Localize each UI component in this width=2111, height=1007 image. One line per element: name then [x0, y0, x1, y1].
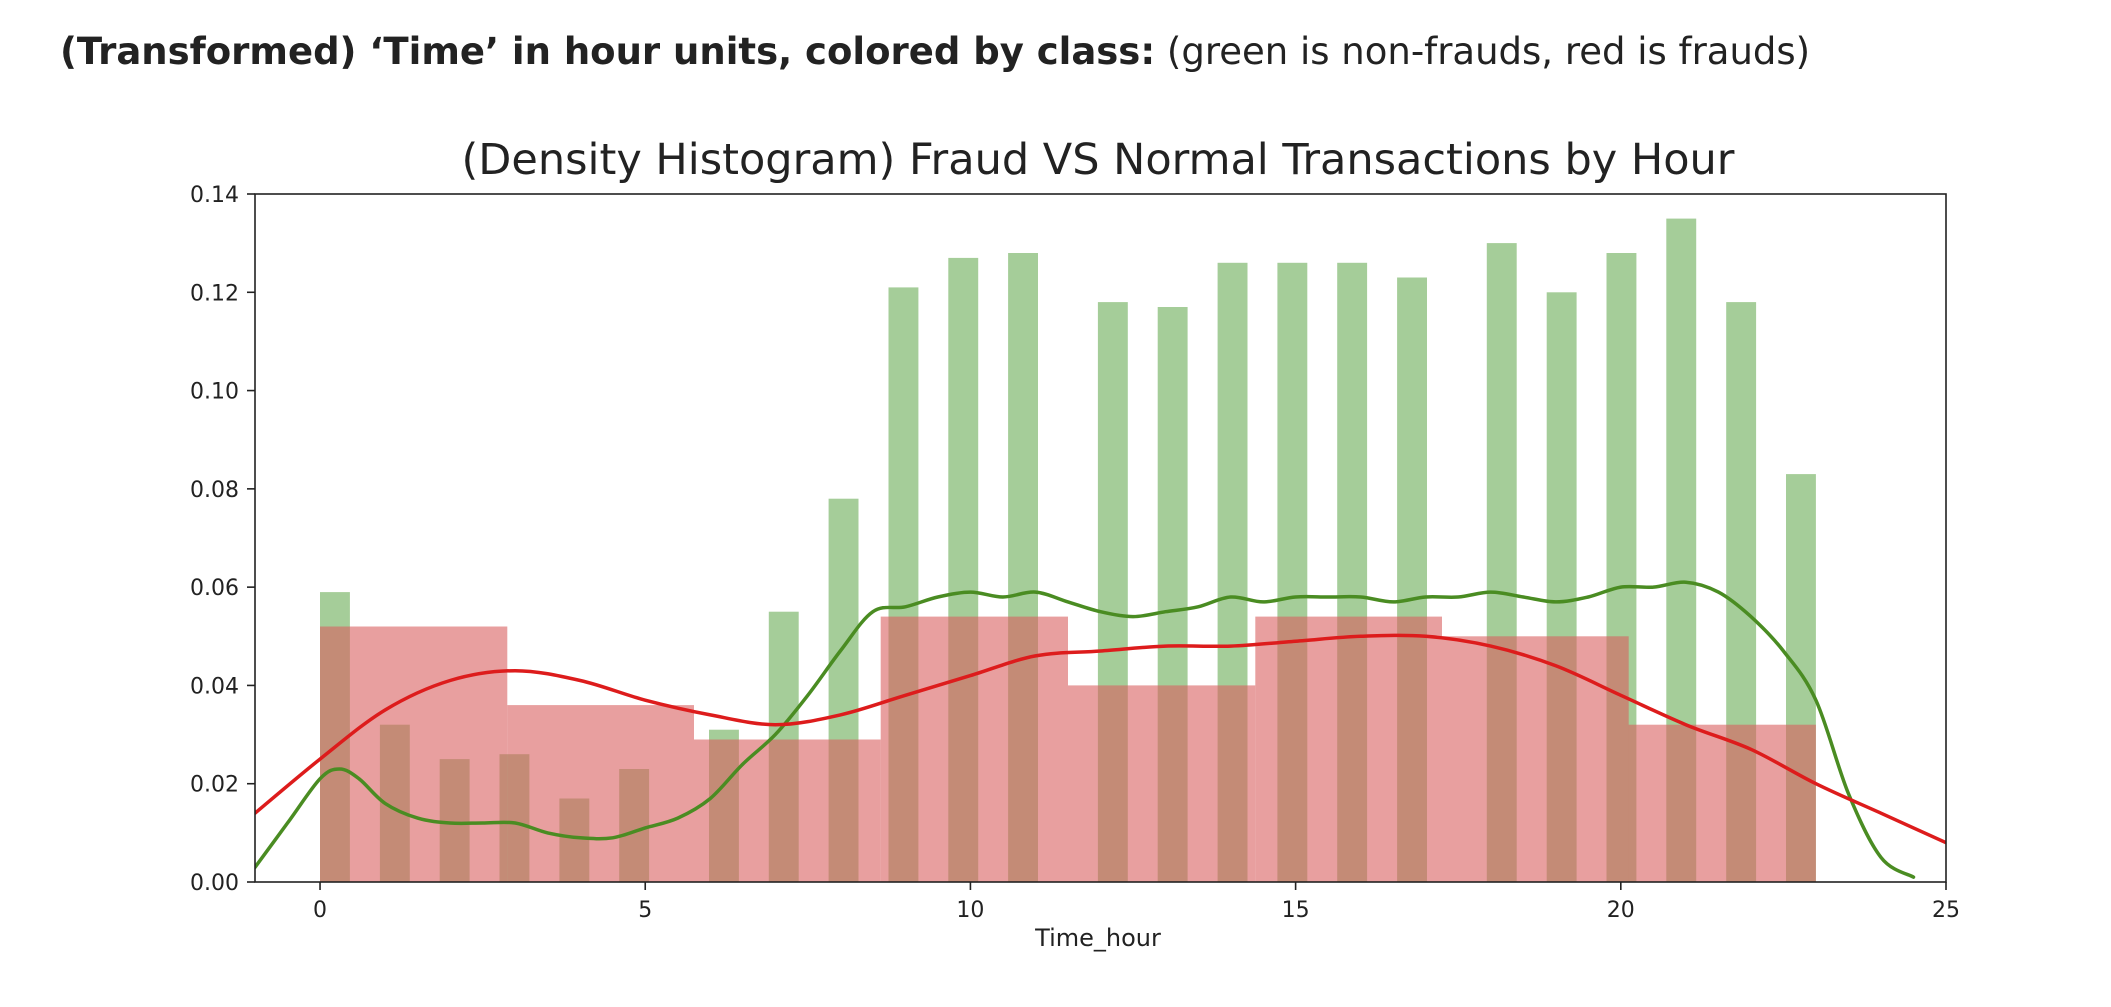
x-tick-label-1: 5	[638, 898, 652, 923]
fraud-histogram-bar-7	[1628, 724, 1816, 882]
x-tick-label-2: 10	[956, 898, 984, 923]
page-caption: (Transformed) ‘Time’ in hour units, colo…	[60, 30, 1810, 73]
y-tick-label-1: 0.02	[190, 773, 239, 798]
chart-title: (Density Histogram) Fraud VS Normal Tran…	[462, 135, 1735, 185]
plot-frame	[254, 193, 1947, 883]
caption-bold-text: (Transformed) ‘Time’ in hour units, colo…	[60, 30, 1156, 73]
fraud-histogram-bar-3	[880, 616, 1068, 882]
x-tick-label-4: 20	[1607, 898, 1635, 923]
x-tick-label-5: 25	[1932, 898, 1960, 923]
caption-normal-text: (green is non-frauds, red is frauds)	[1166, 30, 1811, 73]
y-tick-label-6: 0.12	[190, 281, 239, 306]
y-tick-label-5: 0.10	[190, 380, 239, 405]
y-tick-label-3: 0.06	[190, 576, 239, 601]
x-tick-label-3: 15	[1282, 898, 1310, 923]
fraud-histogram-bar-0	[320, 626, 508, 882]
fraud-histogram-bar-4	[1068, 685, 1256, 882]
plot-marks	[255, 218, 1946, 882]
y-tick-label-0: 0.00	[190, 871, 239, 896]
normal-kde-line	[255, 580, 1916, 879]
fraud-histogram-bar-2	[694, 739, 881, 882]
fraud-histogram-bar-6	[1442, 636, 1629, 882]
fraud-histogram-bar-1	[507, 705, 694, 882]
fraud-histogram-bar-5	[1255, 616, 1442, 882]
y-tick-label-7: 0.14	[190, 183, 239, 208]
plot-area: 0 5 10 15 20 25 0.00 0.02 0.04 0.06 0.08 0.10 0.12 0.…	[190, 183, 1960, 923]
y-tick-label-4: 0.08	[190, 478, 239, 503]
y-tick-label-2: 0.04	[190, 674, 239, 699]
fraud-kde-line	[255, 633, 1946, 845]
x-axis-label: Time_hour	[1034, 924, 1161, 952]
x-tick-label-0: 0	[313, 898, 327, 923]
